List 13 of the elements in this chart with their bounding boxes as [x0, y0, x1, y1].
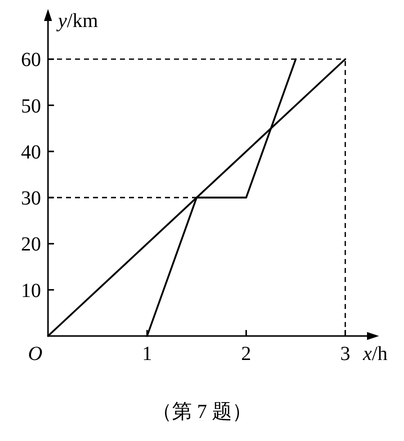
y-tick-label: 50	[21, 95, 41, 118]
x-tick-label: 3	[340, 343, 350, 365]
x-axis-title: x/h	[362, 343, 388, 365]
y-tick-label: 40	[21, 141, 41, 164]
x-tick-label: 1	[142, 343, 152, 365]
y-tick-label: 30	[21, 188, 41, 210]
y-axis-title: y/km	[56, 10, 98, 32]
y-tick-label: 20	[21, 234, 41, 256]
annotation: O	[28, 343, 42, 365]
y-tick-label: 10	[21, 280, 41, 302]
text: （第 7 题）	[152, 401, 252, 423]
y-tick-label: 60	[21, 49, 41, 72]
x-tick-label: 2	[241, 343, 252, 365]
